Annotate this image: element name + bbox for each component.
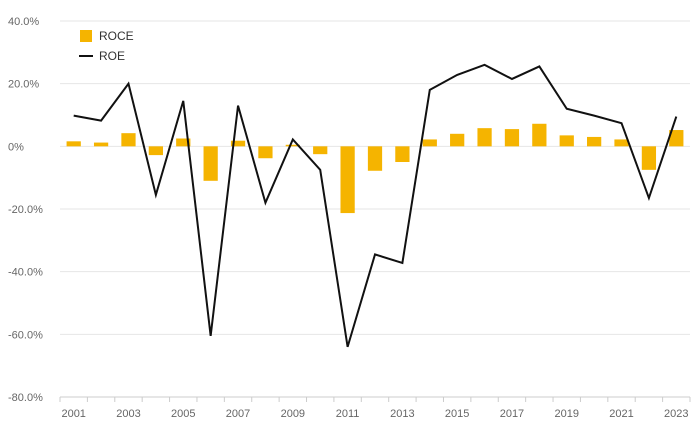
- x-tick-label: 2011: [336, 408, 360, 420]
- x-tick-label: 2005: [171, 408, 195, 420]
- y-tick-label: -60.0%: [8, 329, 43, 341]
- x-tick-label: 2001: [61, 408, 85, 420]
- roce-bar: [422, 139, 437, 147]
- x-tick-label: 2007: [226, 408, 250, 420]
- legend-label: ROE: [99, 49, 125, 63]
- x-tick-label: 2009: [281, 408, 305, 420]
- roce-bar: [504, 129, 520, 147]
- roce-bar: [121, 133, 136, 147]
- axes: 40.0% 20.0% 0% -20.0% -40.0% -60.0% -80.0% 2001…: [8, 16, 691, 420]
- y-tick-label: -80.0%: [8, 392, 43, 404]
- roce-bar: [258, 146, 273, 159]
- roce-bar: [641, 146, 657, 170]
- roce-bar: [395, 146, 410, 162]
- roce-bar: [367, 146, 383, 171]
- roce-bar: [203, 146, 218, 181]
- roce-bar: [587, 136, 602, 147]
- roce-bar: [559, 135, 574, 147]
- roce-bar: [340, 146, 355, 214]
- roce-bar: [477, 128, 492, 147]
- roce-bar: [285, 144, 300, 147]
- roce-bar: [148, 146, 163, 156]
- x-tick-label: 2021: [609, 408, 633, 420]
- legend-swatch-roce: [80, 30, 92, 42]
- roce-bar: [230, 140, 246, 147]
- x-tick-label: 2015: [445, 408, 469, 420]
- y-tick-label: 0%: [8, 141, 24, 153]
- roe-line-layer: [73, 63, 678, 348]
- roce-bar: [669, 130, 684, 147]
- x-tick-label: 2017: [500, 408, 524, 420]
- y-tick-label: -20.0%: [8, 204, 43, 216]
- x-tick-label: 2019: [554, 408, 578, 420]
- roce-bar: [614, 139, 629, 147]
- roce-bars: [66, 123, 684, 214]
- roce-bar: [313, 146, 328, 155]
- roce-bar: [176, 138, 191, 147]
- x-tick-label: 2023: [664, 408, 688, 420]
- y-tick-label: 40.0%: [8, 16, 39, 28]
- x-tick-label: 2013: [390, 408, 414, 420]
- roce-bar: [66, 141, 81, 147]
- roe-line: [73, 63, 678, 348]
- legend-label: ROCE: [99, 29, 134, 43]
- x-tick-label: 2003: [116, 408, 140, 420]
- roce-bar: [532, 123, 547, 147]
- roce-bar: [450, 133, 465, 147]
- y-tick-label: 20.0%: [8, 79, 39, 91]
- grid: [60, 20, 690, 398]
- y-tick-label: -40.0%: [8, 267, 43, 279]
- legend: ROCE ROE: [79, 29, 134, 63]
- roce-bar: [93, 142, 109, 147]
